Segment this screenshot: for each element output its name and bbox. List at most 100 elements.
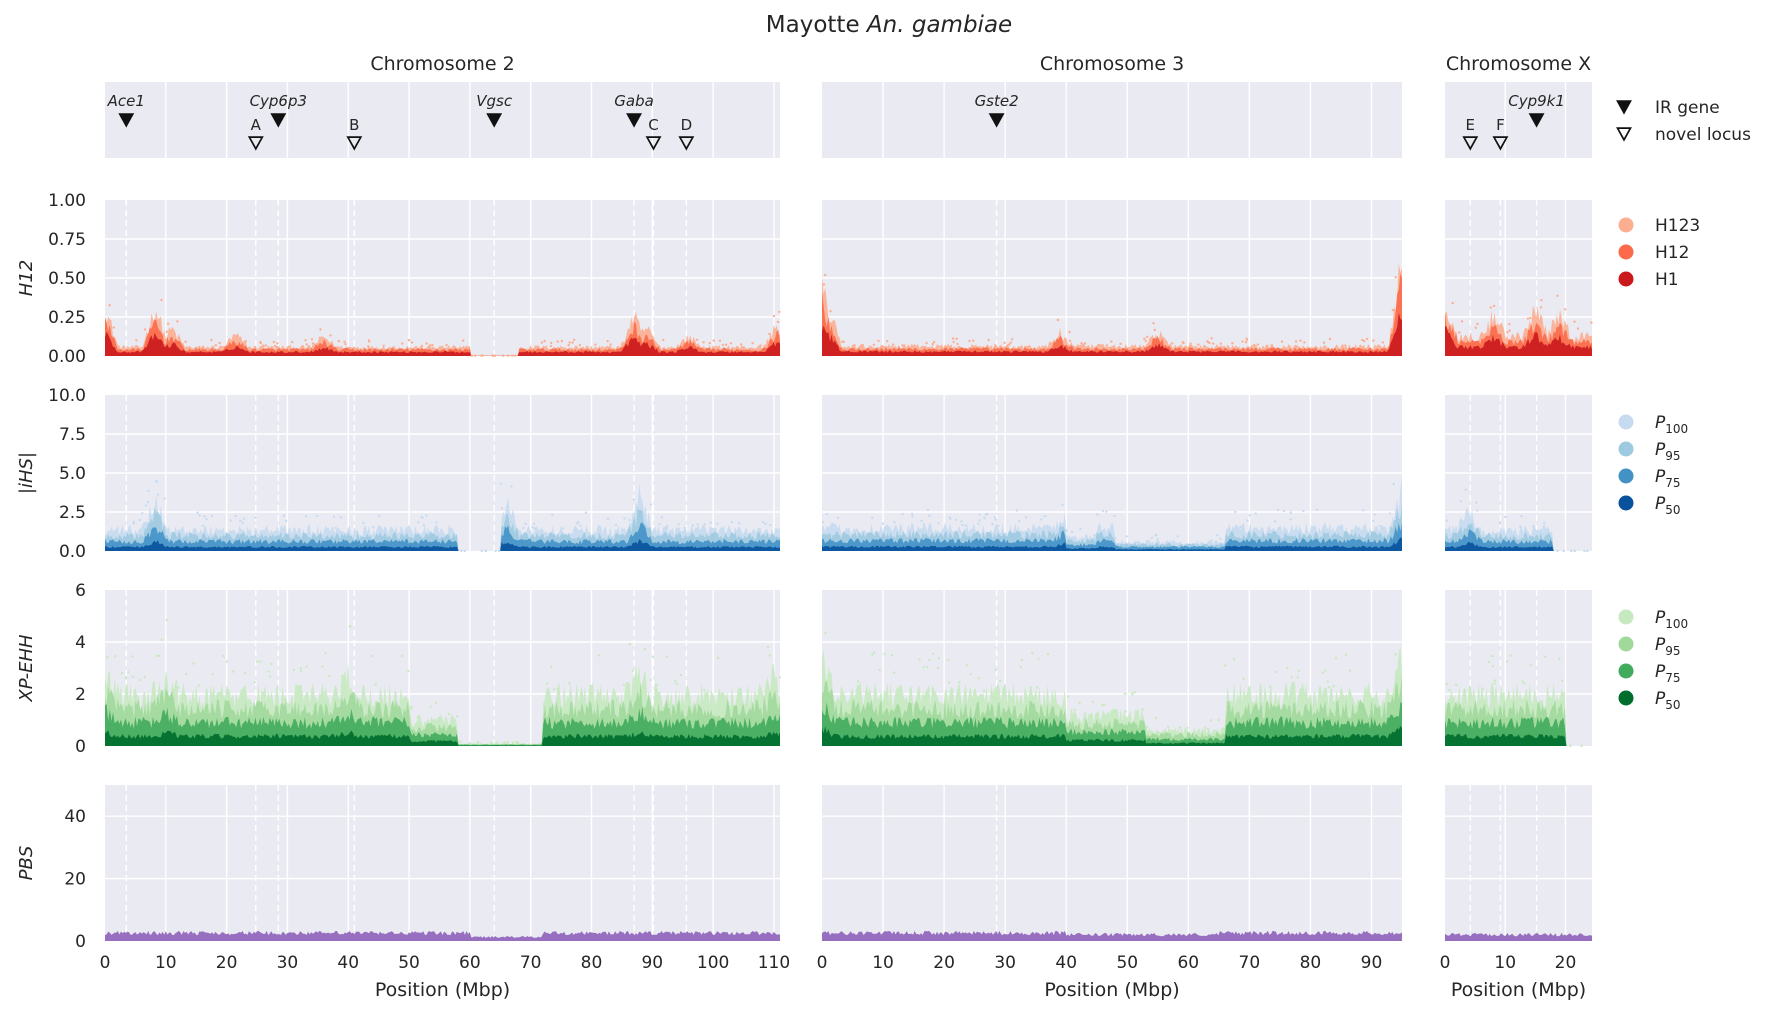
series-area	[105, 730, 780, 746]
x-tick-label: 70	[520, 953, 542, 973]
series-point	[1105, 510, 1108, 513]
legend-swatch	[1618, 441, 1634, 457]
series-point	[304, 339, 307, 342]
series-area	[105, 483, 780, 551]
series-point	[1017, 520, 1021, 523]
series-point	[1334, 657, 1338, 660]
series-point	[768, 654, 771, 657]
series-point	[556, 340, 559, 343]
x-tick-label: 0	[817, 953, 828, 973]
series-point	[1219, 537, 1222, 540]
series-point	[1561, 679, 1564, 682]
series-point	[1101, 509, 1105, 513]
series-point	[267, 670, 270, 673]
series-point	[662, 338, 665, 342]
legend-swatch	[1618, 244, 1634, 260]
series-point	[948, 681, 951, 684]
series-point	[999, 679, 1002, 683]
series-point	[304, 515, 308, 518]
series-point	[956, 342, 959, 346]
series-point	[445, 344, 448, 347]
series-point	[825, 512, 828, 516]
series-point	[1176, 535, 1179, 538]
series-point	[772, 314, 776, 318]
series-point	[268, 675, 272, 678]
series-point	[738, 521, 741, 525]
series-point	[1476, 509, 1479, 512]
series-point	[229, 519, 232, 522]
series-point	[675, 682, 679, 686]
series-point	[543, 339, 546, 343]
series-point	[222, 654, 225, 658]
series-point	[163, 497, 166, 500]
series-point	[991, 523, 994, 526]
series-point	[1372, 519, 1375, 523]
series-point	[339, 516, 342, 519]
series-point	[1206, 728, 1210, 731]
series-point	[716, 522, 719, 525]
annotation-panel	[822, 82, 1402, 158]
series-point	[495, 741, 498, 744]
series-point	[911, 515, 914, 518]
x-tick-label: 40	[337, 953, 359, 973]
series-point	[1003, 341, 1006, 344]
ir-gene-label: Ace1	[107, 92, 145, 110]
plot-panel	[822, 785, 1402, 941]
novel-locus-marker	[1492, 136, 1509, 151]
series-point	[1105, 344, 1109, 347]
series-point	[1590, 321, 1593, 324]
series-point	[1103, 703, 1106, 706]
series-point	[759, 344, 762, 347]
y-tick-label: 0.50	[48, 269, 86, 289]
series-point	[1299, 339, 1302, 342]
series-point	[1024, 516, 1028, 519]
series-point	[1210, 539, 1214, 542]
x-tick-label: 20	[1555, 953, 1577, 973]
series-point	[1244, 341, 1248, 344]
chromosome-title: Chromosome 3	[1040, 53, 1184, 75]
series-point	[1110, 340, 1113, 343]
series-point	[1520, 514, 1523, 518]
series-point	[1232, 658, 1236, 661]
series-point	[928, 658, 931, 662]
series-trace	[1445, 932, 1592, 941]
series-point	[1020, 659, 1024, 662]
series-point	[511, 741, 515, 744]
series-point	[1154, 533, 1158, 536]
series-point	[1124, 710, 1128, 713]
series-point	[1252, 343, 1256, 347]
y-tick-label: 0.25	[48, 308, 86, 328]
legend-swatch	[1618, 690, 1634, 706]
series-point	[540, 341, 544, 344]
series-area	[822, 537, 1402, 551]
series-point	[677, 523, 680, 526]
series-point	[1029, 686, 1032, 689]
series-point	[437, 716, 440, 720]
series-point	[1526, 317, 1530, 320]
series-point	[977, 522, 980, 525]
series-point	[1216, 534, 1219, 537]
legend-label: P50	[1655, 494, 1681, 517]
series-point	[958, 680, 961, 684]
series-point	[931, 342, 934, 346]
series-point	[362, 521, 365, 525]
series-point	[332, 515, 336, 518]
novel-locus-marker	[346, 136, 363, 151]
legend-label: P95	[1655, 440, 1681, 463]
x-tick-label: 20	[933, 953, 955, 973]
series-point	[1212, 342, 1215, 345]
series-point	[1248, 514, 1251, 517]
series-area	[1445, 733, 1592, 746]
series-trace	[822, 631, 1402, 746]
series-point	[205, 518, 208, 521]
series-point	[768, 332, 771, 336]
series-point	[674, 679, 677, 683]
y-tick-label: 2	[75, 685, 86, 705]
y-tick-label: 10.0	[48, 386, 86, 406]
x-tick-label: 0	[1440, 953, 1451, 973]
series-point	[282, 514, 286, 517]
legend-label: P75	[1655, 662, 1681, 685]
series-point	[960, 520, 963, 523]
series-point	[568, 341, 571, 344]
series-point	[1153, 328, 1157, 332]
